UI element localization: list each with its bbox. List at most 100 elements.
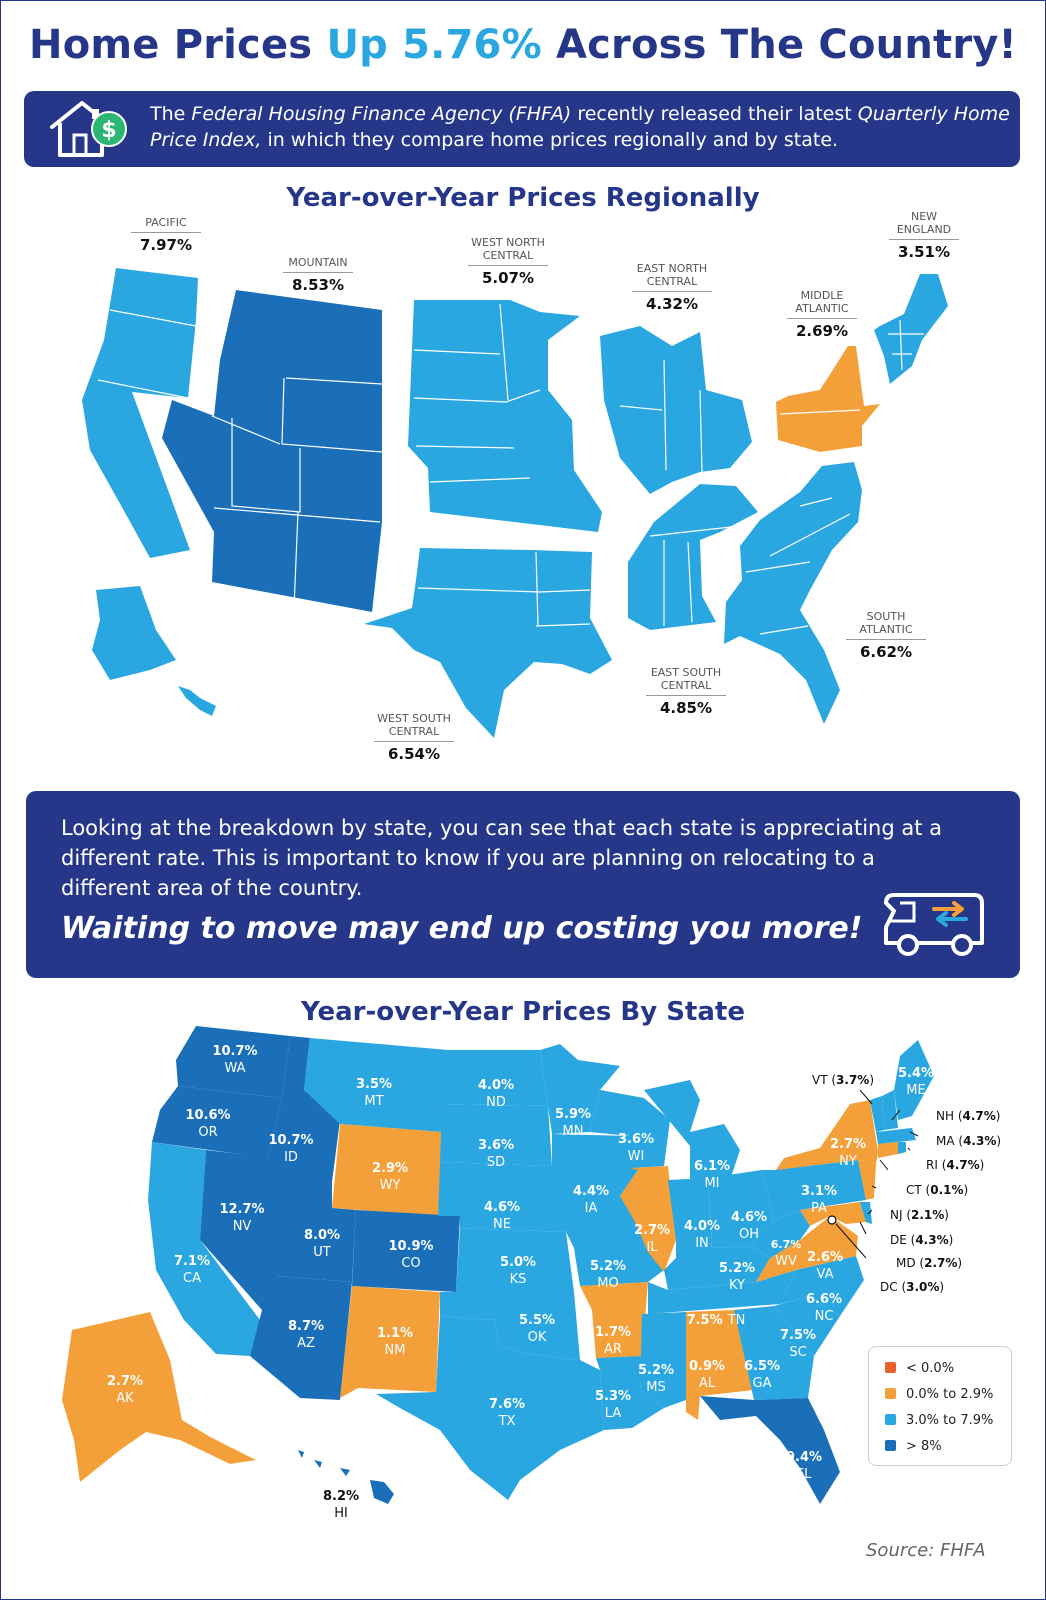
headline-highlight: Up 5.76% [326,22,542,68]
state-label-ky: 5.2% KY [718,1261,756,1293]
state-oh [708,1170,774,1248]
regional-title: Year-over-Year Prices Regionally [286,183,760,213]
state-label-nd: 4.0% ND [477,1078,515,1110]
headline-part1: Home Prices [29,22,327,68]
state-label-ut: 8.0% UT [303,1228,341,1260]
state-label-wv: 6.7% WV [770,1238,802,1269]
region-enc-shape [600,326,752,494]
state-tn [648,1270,796,1314]
state-label-oh: 4.6% OH [730,1210,768,1242]
state-label-wa: 10.7% WA [212,1044,258,1076]
state-ks [456,1228,574,1292]
state-tx [376,1316,604,1500]
state-md [800,1202,866,1226]
state-nc [780,1256,864,1316]
state-label-me: 5.4% ME [897,1066,935,1098]
callout-ct: CT (0.1%) [906,1183,969,1197]
state-label-sc: 7.5% SC [779,1328,817,1360]
state-label-nv: 12.7% NV [219,1202,265,1234]
state-wy [332,1124,442,1216]
source-note: Source: FHFA [866,1540,986,1561]
callout-vt: VT (3.7%) [812,1073,875,1087]
state-nd [442,1050,548,1106]
state-ok [440,1292,580,1360]
region-label-esc: EAST SOUTH CENTRAL 4.85% [636,666,736,717]
state-vt [870,1096,884,1132]
region-south-atlantic-shape [724,462,862,724]
legend-row-high: > 8% [885,1439,942,1454]
state-label-va: 2.6% VA [806,1250,844,1282]
state-label-mi: 6.1% MI [693,1159,731,1191]
callout-dc: DC (3.0%) [880,1280,945,1294]
state-label-nc: 6.6% NC [805,1292,843,1324]
state-label-ks: 5.0% KS [499,1255,537,1287]
headline-part2: Across The Country! [541,22,1017,68]
state-in [668,1178,712,1258]
relocation-text: Looking at the breakdown by state, you c… [61,816,943,900]
region-hawaii-shape [178,686,216,716]
state-me [894,1040,934,1120]
region-label-new-england: NEW ENGLAND 3.51% [878,210,970,261]
state-label-wi: 3.6% WI [617,1132,655,1164]
region-label-enc: EAST NORTH CENTRAL 4.32% [622,262,722,313]
state-fl [700,1396,840,1504]
state-mi [644,1080,740,1184]
state-ri [898,1142,906,1154]
state-mn [540,1044,620,1134]
state-label-ar: 1.7% AR [594,1325,632,1357]
state-mt [304,1038,448,1132]
callout-nj: NJ (2.1%) [890,1208,949,1222]
state-nh [882,1090,898,1130]
state-ca [148,1142,260,1356]
state-ak [62,1312,256,1482]
legend-swatch [885,1362,896,1373]
house-dollar-icon: $ [46,97,132,165]
state-label-wy: 2.9% WY [371,1161,409,1193]
state-il [620,1166,676,1272]
state-label-in: 4.0% IN [683,1219,721,1251]
state-label-mt: 3.5% MT [355,1077,393,1109]
state-ms [640,1312,686,1408]
state-co [352,1210,460,1292]
state-title: Year-over-Year Prices By State [301,997,745,1027]
state-sc [774,1296,840,1356]
region-mountain-shape [162,290,382,612]
state-label-id: 10.7% ID [268,1133,314,1165]
region-label-pacific: PACIFIC 7.97% [118,216,214,254]
region-esc-shape [628,484,758,630]
state-label-sd: 3.6% SD [477,1138,515,1170]
state-label-ga: 6.5% GA [743,1359,781,1391]
callout-de: DE (4.3%) [890,1233,954,1247]
region-label-mid-atlantic: MIDDLE ATLANTIC 2.69% [776,289,868,340]
state-label-co: 10.9% CO [388,1239,434,1271]
state-label-il: 2.7% IL [633,1223,671,1255]
region-mid-atlantic-shape [776,346,880,452]
state-label-tn: 7.5% TN [686,1313,746,1328]
state-label-ok: 5.5% OK [518,1313,556,1345]
state-label-ne: 4.6% NE [483,1200,521,1232]
state-nm [340,1286,440,1398]
state-label-tx: 7.6% TX [488,1397,526,1429]
state-label-fl: 9.4% FL [785,1450,823,1482]
regional-map [82,268,948,738]
legend-swatch [885,1388,896,1399]
region-alaska-shape [92,586,176,680]
state-label-hi: 8.2% HI [322,1489,360,1521]
region-label-mountain: MOUNTAIN 8.53% [270,256,366,294]
region-pacific-shape [82,268,198,558]
region-wnc-shape [408,300,602,532]
legend-swatch [885,1414,896,1425]
state-label-ak: 2.7% AK [106,1374,144,1406]
map-legend: < 0.0% 0.0% to 2.9% 3.0% to 7.9% > 8% [868,1346,1012,1466]
state-label-mo: 5.2% MO [589,1259,627,1291]
region-label-wnc: WEST NORTH CENTRAL 5.07% [458,236,558,287]
intro-band: $ The Federal Housing Finance Agency (FH… [24,91,1020,167]
state-label-az: 8.7% AZ [287,1319,325,1351]
state-ma [876,1128,916,1144]
state-la [596,1356,664,1430]
state-de [860,1202,872,1224]
intro-text: The Federal Housing Finance Agency (FHFA… [150,103,1010,151]
state-map [62,1026,934,1504]
state-nj [858,1160,876,1200]
state-al [686,1310,754,1420]
